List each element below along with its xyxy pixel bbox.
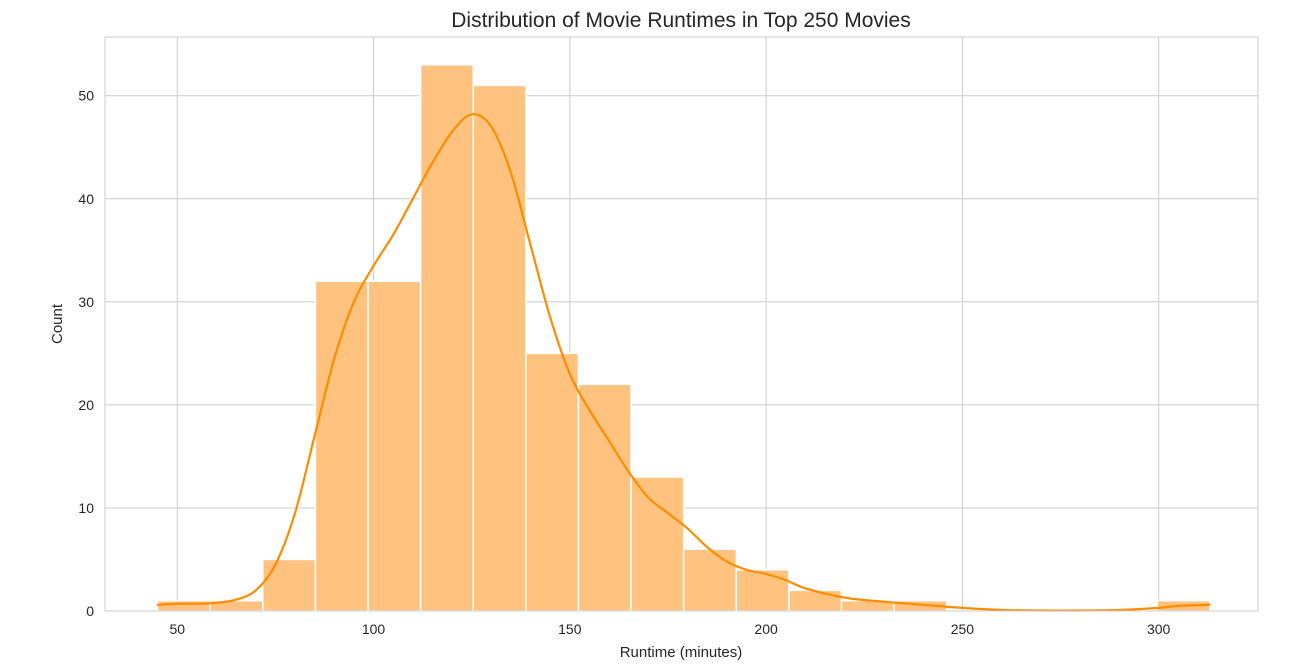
y-tick-label: 20 — [78, 397, 94, 413]
histogram-bar — [630, 476, 685, 612]
histogram-bar — [314, 280, 369, 612]
x-tick-label: 100 — [362, 621, 386, 637]
histogram-bar — [262, 558, 317, 612]
histogram-bar — [525, 352, 580, 612]
x-tick-label: 250 — [951, 621, 975, 637]
x-tick-label: 200 — [754, 621, 778, 637]
histogram-bar — [577, 383, 632, 612]
y-tick-label: 40 — [78, 191, 94, 207]
chart-title: Distribution of Movie Runtimes in Top 25… — [451, 9, 911, 32]
x-tick-label: 150 — [558, 621, 582, 637]
kde-line — [156, 113, 1211, 612]
x-tick-labels: 50 100 150 200 250 300 — [169, 621, 1170, 637]
histogram-bar — [367, 280, 422, 612]
x-axis-label: Runtime (minutes) — [620, 644, 743, 661]
y-tick-label: 0 — [86, 603, 94, 619]
plot-area-frame — [104, 36, 1259, 612]
histogram-bar — [156, 599, 211, 612]
y-tick-label: 10 — [78, 500, 94, 516]
y-axis-label: Count — [49, 303, 66, 344]
y-tick-label: 50 — [78, 88, 94, 104]
y-tick-labels: 0 10 20 30 40 50 — [78, 88, 94, 619]
histogram-bar — [419, 64, 474, 612]
kde-curve-group — [156, 113, 1211, 612]
histogram-bar — [788, 589, 843, 612]
histogram-bar — [735, 569, 790, 612]
y-tick-label: 30 — [78, 294, 94, 310]
histogram-bar — [472, 84, 527, 612]
histogram-bar — [682, 548, 738, 612]
x-tick-label: 300 — [1147, 621, 1171, 637]
histogram-bars — [156, 64, 1211, 612]
x-tick-label: 50 — [169, 621, 185, 637]
